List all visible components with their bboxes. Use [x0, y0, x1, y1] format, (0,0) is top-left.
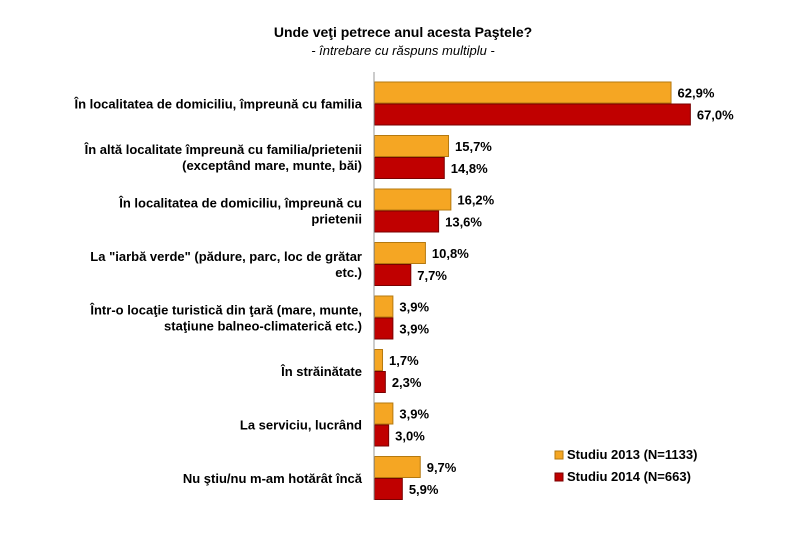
category-label-7-0: Nu ştiu/nu m-am hotărât încă: [183, 471, 363, 486]
bar-s0-2: [374, 188, 452, 211]
data-label-s0-6: 3,9%: [399, 407, 429, 422]
data-label-s1-5: 2,3%: [392, 375, 422, 390]
data-label-s0-5: 1,7%: [389, 353, 419, 368]
data-label-s1-7: 5,9%: [409, 482, 439, 497]
category-label-2-0: În localitatea de domiciliu, împreună cu: [118, 196, 362, 211]
legend: Studiu 2013 (N=1133) Studiu 2014 (N=663): [554, 447, 697, 484]
data-label-s1-3: 7,7%: [417, 268, 447, 283]
category-label-4-0: Într-o locaţie turistică din ţară (mare,…: [89, 303, 362, 318]
bar-s1-0: [374, 103, 691, 126]
category-label-1-0: În altă localitate împreună cu familia/p…: [84, 142, 362, 157]
data-label-s1-4: 3,9%: [399, 322, 429, 337]
bar-s1-3: [374, 264, 412, 286]
bar-s0-0: [374, 81, 672, 104]
bar-s0-4: [374, 295, 394, 318]
category-label-3-0: La "iarbă verde" (pădure, parc, loc de g…: [90, 249, 362, 264]
bar-s1-7: [374, 478, 403, 500]
category-label-4-1: staţiune balneo-climaterică etc.): [164, 319, 362, 334]
category-labels: În localitatea de domiciliu, împreună cu…: [73, 97, 362, 487]
data-label-s0-2: 16,2%: [457, 193, 494, 208]
bar-s1-5: [374, 371, 386, 393]
chart-subtitle: - întrebare cu răspuns multiplu -: [311, 43, 495, 58]
category-label-0-0: În localitatea de domiciliu, împreună cu…: [73, 97, 362, 112]
category-label-1-1: (exceptând mare, munte, băi): [182, 158, 362, 173]
data-label-s0-4: 3,9%: [399, 300, 429, 315]
data-label-s0-3: 10,8%: [432, 246, 469, 261]
data-label-s1-6: 3,0%: [395, 429, 425, 444]
bar-s0-6: [374, 402, 394, 425]
legend-swatch-0: [554, 450, 564, 460]
bars-layer: 62,9% 67,0% 15,7% 14,8% 16,2% 13,6% 10,8% 7,7% 3…: [374, 81, 734, 500]
bar-s0-1: [374, 135, 450, 157]
data-label-s1-0: 67,0%: [697, 108, 734, 123]
legend-swatch-1: [554, 472, 564, 482]
legend-label-0: Studiu 2013 (N=1133): [567, 447, 697, 462]
data-label-s0-1: 15,7%: [455, 139, 492, 154]
data-label-s1-1: 14,8%: [451, 161, 488, 176]
bar-s1-4: [374, 317, 394, 340]
bar-s1-2: [374, 210, 440, 233]
category-label-2-1: prietenii: [311, 212, 362, 227]
bar-s1-6: [374, 424, 390, 447]
category-label-5-0: În străinătate: [280, 364, 362, 379]
chart-title: Unde veţi petrece anul acesta Paştele?: [274, 24, 532, 40]
category-label-3-1: etc.): [335, 265, 362, 280]
data-label-s1-2: 13,6%: [445, 215, 482, 230]
data-label-s0-0: 62,9%: [678, 86, 715, 101]
category-label-6-0: La serviciu, lucrând: [240, 418, 362, 433]
data-label-s0-7: 9,7%: [427, 460, 457, 475]
legend-label-1: Studiu 2014 (N=663): [567, 469, 691, 484]
bar-s1-1: [374, 157, 445, 179]
bar-s0-7: [374, 456, 421, 478]
bar-s0-3: [374, 242, 426, 264]
bar-s0-5: [374, 349, 384, 371]
